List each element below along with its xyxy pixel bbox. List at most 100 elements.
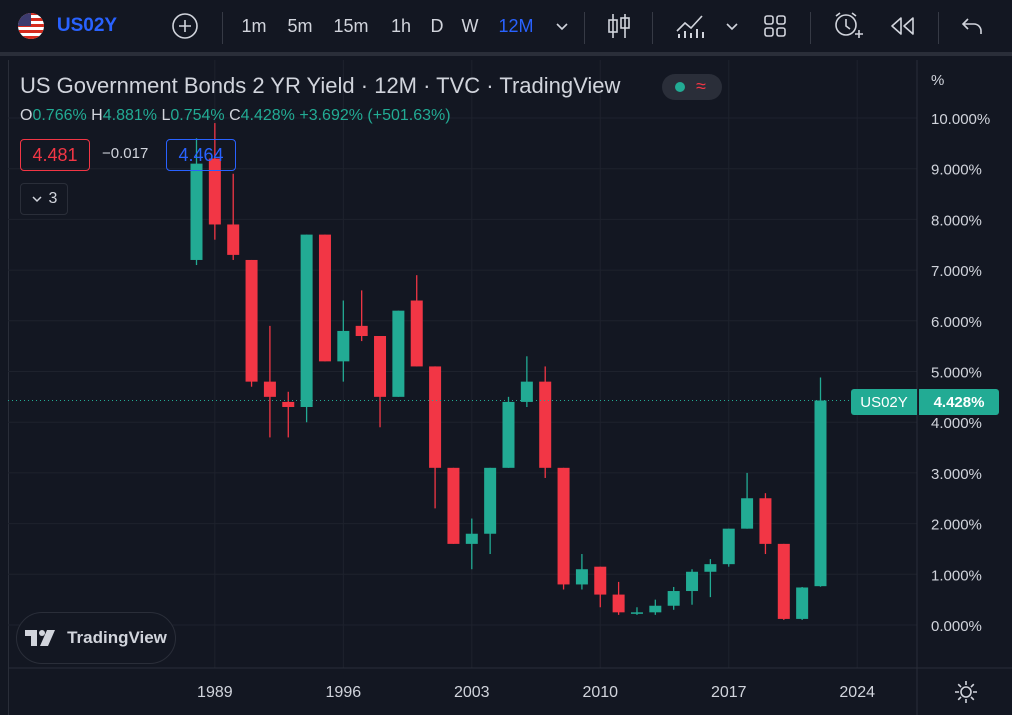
y-tick-label: 10.000% — [931, 111, 990, 128]
price-axis[interactable]: 0.000% 1.000% 2.000% 3.000% 4.000% 5.000% 6.00… — [931, 111, 990, 635]
candle-body — [208, 158, 221, 225]
y-tick-label: 9.000% — [931, 162, 982, 179]
ask-price-box[interactable]: 4.464 — [166, 139, 236, 171]
y-tick-label: 6.000% — [931, 314, 982, 331]
x-tick-label: 2010 — [582, 684, 618, 701]
high-value: 4.881% — [102, 107, 157, 124]
current-price-tag: 4.428% — [919, 389, 999, 415]
chart-legend-title[interactable]: US Government Bonds 2 YR Yield · 12M · T… — [20, 73, 621, 98]
interval-12m[interactable]: 12M — [494, 0, 538, 52]
interval-w[interactable]: W — [458, 0, 482, 52]
spread-value: −0.017 — [102, 145, 149, 162]
candle-body — [649, 605, 662, 613]
tradingview-logo[interactable]: TradingView — [16, 612, 176, 664]
candles — [190, 123, 827, 620]
interval-1m[interactable]: 1m — [236, 0, 272, 52]
candle-body — [594, 566, 607, 595]
add-symbol-icon[interactable] — [168, 0, 202, 52]
interval-1h[interactable]: 1h — [386, 0, 416, 52]
candle-body — [245, 259, 258, 382]
toolbar-divider — [584, 12, 585, 44]
candle-body — [814, 400, 827, 587]
y-tick-label: 1.000% — [931, 567, 982, 584]
indicators-icon[interactable] — [672, 0, 708, 52]
candle-body — [263, 381, 276, 397]
open-value: 0.766% — [32, 107, 87, 124]
candle-body — [429, 366, 442, 468]
candle-body — [520, 381, 533, 402]
candle-body — [612, 594, 625, 613]
market-status-pill[interactable]: ≈ — [662, 74, 722, 100]
interval-label: D — [430, 15, 444, 36]
toolbar-divider — [652, 12, 653, 44]
y-tick-label: 7.000% — [931, 263, 982, 280]
low-value: 0.754% — [170, 107, 225, 124]
low-label: L — [161, 107, 171, 124]
market-open-dot-icon — [675, 82, 685, 92]
symbol-search-button[interactable]: US02Y — [54, 0, 120, 52]
y-tick-label: 3.000% — [931, 466, 982, 483]
y-tick-label: 8.000% — [931, 212, 982, 229]
candle-body — [300, 234, 313, 407]
collapsed-count: 3 — [48, 190, 58, 207]
candle-body — [557, 467, 570, 585]
candle-body — [777, 543, 790, 619]
symbol-label: US02Y — [56, 15, 118, 36]
interval-label: 1m — [241, 15, 267, 36]
toolbar-divider — [938, 12, 939, 44]
candle-body — [374, 336, 387, 397]
candle-body — [227, 224, 240, 255]
candle-body — [741, 498, 754, 529]
close-value: 4.428% — [240, 107, 295, 124]
alert-icon[interactable] — [828, 0, 866, 52]
layout-icon[interactable] — [758, 0, 792, 52]
current-symbol-tag: US02Y — [851, 389, 917, 415]
y-tick-label: 2.000% — [931, 517, 982, 534]
x-tick-label: 2024 — [839, 684, 875, 701]
y-tick-label: 0.000% — [931, 618, 982, 635]
interval-label: 1h — [390, 15, 412, 36]
close-label: C — [229, 107, 241, 124]
candle-body — [392, 310, 405, 397]
x-tick-label: 2003 — [454, 684, 490, 701]
bid-price-box[interactable]: 4.481 — [20, 139, 90, 171]
indicators-collapse-button[interactable]: 3 — [20, 183, 68, 215]
toolbar-divider — [222, 12, 223, 44]
top-toolbar: US02Y 1m 5m 15m 1h D W 12M — [0, 0, 1012, 56]
candle-body — [759, 498, 772, 544]
y-tick-label: 5.000% — [931, 365, 982, 382]
candle-body — [447, 467, 460, 544]
chevron-down-icon[interactable] — [720, 0, 744, 52]
candle-body — [410, 300, 423, 367]
candle-body — [502, 401, 515, 468]
x-tick-label: 1996 — [326, 684, 362, 701]
candle-body — [667, 591, 680, 606]
tradingview-logo-icon — [25, 630, 56, 646]
candle-body — [686, 571, 699, 592]
x-tick-label: 2017 — [711, 684, 747, 701]
candle-body — [465, 533, 478, 544]
chevron-down-icon[interactable] — [550, 0, 574, 52]
candle-body — [484, 467, 497, 534]
candles-icon[interactable] — [602, 0, 636, 52]
change-value: +3.692% (+501.63%) — [299, 107, 451, 124]
candle-body — [630, 612, 643, 614]
tradingview-logo-text: TradingView — [67, 628, 167, 647]
interval-15m[interactable]: 15m — [328, 0, 374, 52]
gear-icon[interactable] — [952, 678, 980, 706]
replay-icon[interactable] — [884, 0, 920, 52]
undo-icon[interactable] — [956, 0, 990, 52]
high-label: H — [91, 107, 103, 124]
candle-body — [318, 234, 331, 362]
candle-body — [704, 564, 717, 572]
candle-body — [575, 569, 588, 585]
interval-5m[interactable]: 5m — [282, 0, 318, 52]
flag-us-icon[interactable] — [16, 0, 46, 52]
chevron-down-icon — [32, 196, 42, 203]
interval-d[interactable]: D — [426, 0, 448, 52]
candle-body — [355, 325, 368, 337]
ohlc-legend: O0.766% H4.881% L0.754% C4.428% +3.692% … — [20, 107, 451, 125]
interval-label: W — [461, 15, 479, 36]
time-axis[interactable]: 1989 1996 2003 2010 2017 2024 — [197, 684, 875, 701]
